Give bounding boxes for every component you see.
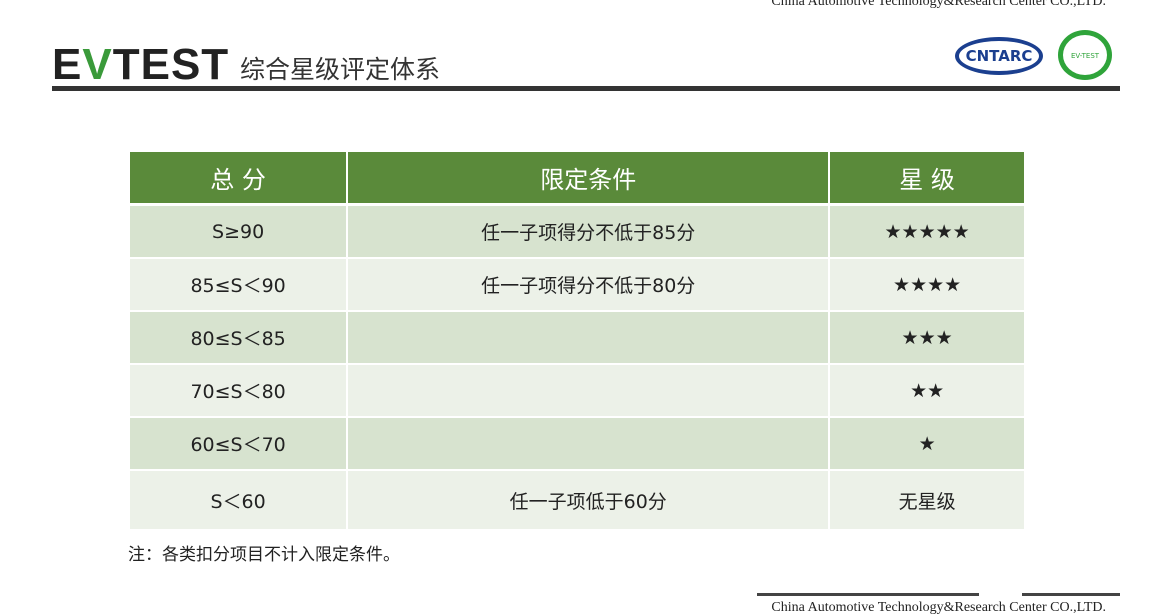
condition-cell xyxy=(347,364,831,418)
evtest-logo: EVTEST xyxy=(52,40,230,89)
star-cell: ★ xyxy=(829,417,1024,471)
condition-cell: 任一子项得分不低于80分 xyxy=(347,258,831,312)
ev-test-logo: EV-TEST xyxy=(1058,30,1112,80)
column-header: 星 级 xyxy=(829,152,1024,206)
condition-cell: 任一子项得分不低于85分 xyxy=(347,204,831,259)
table-row: 80≤S＜85 ★★★ xyxy=(130,311,1024,365)
score-cell: 70≤S＜80 xyxy=(130,364,349,418)
header-divider xyxy=(52,86,1120,91)
star-rating-table: 总 分 限定条件 星 级 S≥90 任一子项得分不低于85分 ★★★★★ 85≤S＜9… xyxy=(130,152,1024,531)
score-cell: 85≤S＜90 xyxy=(130,258,349,312)
footer-divider xyxy=(1022,593,1120,596)
cnt-arc-logo: CNTARC xyxy=(955,37,1043,75)
company-name-top: China Automotive Technology&Research Cen… xyxy=(771,0,1106,9)
star-cell: ★★ xyxy=(829,364,1024,418)
score-cell: S≥90 xyxy=(130,204,349,259)
condition-cell xyxy=(347,311,831,365)
table-row: 85≤S＜90 任一子项得分不低于80分 ★★★★ xyxy=(130,258,1024,312)
table-row: S＜60 任一子项低于60分 无星级 xyxy=(130,470,1024,531)
table-row: 60≤S＜70 ★ xyxy=(130,417,1024,471)
table-row: 70≤S＜80 ★★ xyxy=(130,364,1024,418)
star-cell: ★★★★★ xyxy=(829,204,1024,259)
table-row: S≥90 任一子项得分不低于85分 ★★★★★ xyxy=(130,204,1024,259)
column-header: 总 分 xyxy=(130,152,349,206)
table-header-row: 总 分 限定条件 星 级 xyxy=(130,152,1024,206)
column-header: 限定条件 xyxy=(347,152,831,206)
company-name-bottom: China Automotive Technology&Research Cen… xyxy=(771,600,1106,615)
footer-divider xyxy=(757,593,979,596)
page-title: 综合星级评定体系 xyxy=(240,55,441,84)
footnote: 注：各类扣分项目不计入限定条件。 xyxy=(128,545,400,565)
score-cell: 80≤S＜85 xyxy=(130,311,349,365)
star-cell: ★★★★ xyxy=(829,258,1024,312)
condition-cell xyxy=(347,417,831,471)
star-cell: 无星级 xyxy=(829,470,1024,531)
condition-cell: 任一子项低于60分 xyxy=(347,470,831,531)
score-cell: 60≤S＜70 xyxy=(130,417,349,471)
score-cell: S＜60 xyxy=(130,470,349,531)
star-cell: ★★★ xyxy=(829,311,1024,365)
